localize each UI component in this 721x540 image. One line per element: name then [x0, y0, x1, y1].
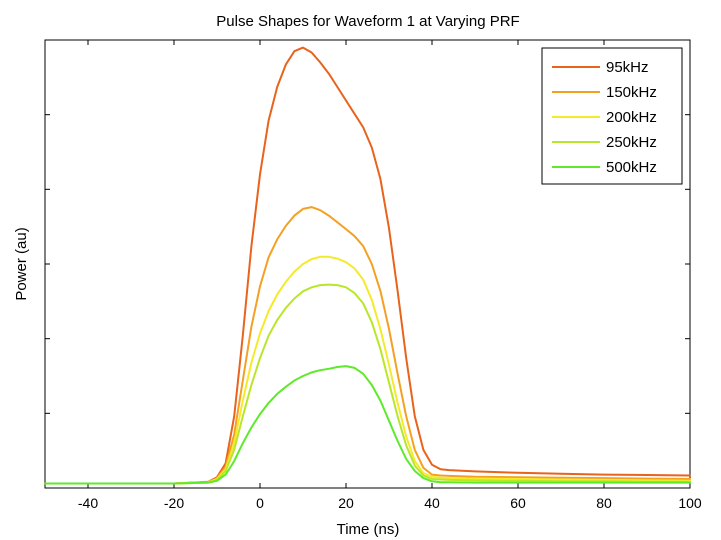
legend-label-500kHz: 500kHz: [606, 159, 657, 176]
x-tick-label: 60: [510, 495, 526, 511]
x-tick-label: 40: [424, 495, 440, 511]
series-line-200kHz: [44, 255, 691, 485]
series-line-500kHz: [44, 365, 691, 485]
chart-title: Pulse Shapes for Waveform 1 at Varying P…: [216, 13, 519, 30]
x-axis-ticks: -40 -20 0 20 40 60 80 100: [78, 40, 702, 511]
y-axis-label: Power (au): [13, 227, 30, 300]
series-lines: [44, 46, 691, 485]
legend-label-95kHz: 95kHz: [606, 59, 649, 76]
legend-label-150kHz: 150kHz: [606, 84, 657, 101]
x-tick-label: -40: [78, 495, 98, 511]
x-tick-label: 20: [338, 495, 354, 511]
legend-label-200kHz: 200kHz: [606, 109, 657, 126]
x-tick-label: -20: [164, 495, 184, 511]
x-axis-label: Time (ns): [337, 521, 400, 538]
legend: 95kHz 150kHz 200kHz 250kHz 500kHz: [541, 47, 683, 185]
y-axis-ticks: [45, 114, 690, 489]
series-line-95kHz: [44, 46, 691, 485]
x-tick-label: 100: [678, 495, 702, 511]
series-line-150kHz: [44, 206, 691, 485]
x-tick-label: 80: [596, 495, 612, 511]
series-line-250kHz: [44, 283, 691, 485]
legend-label-250kHz: 250kHz: [606, 134, 657, 151]
x-tick-label: 0: [256, 495, 264, 511]
